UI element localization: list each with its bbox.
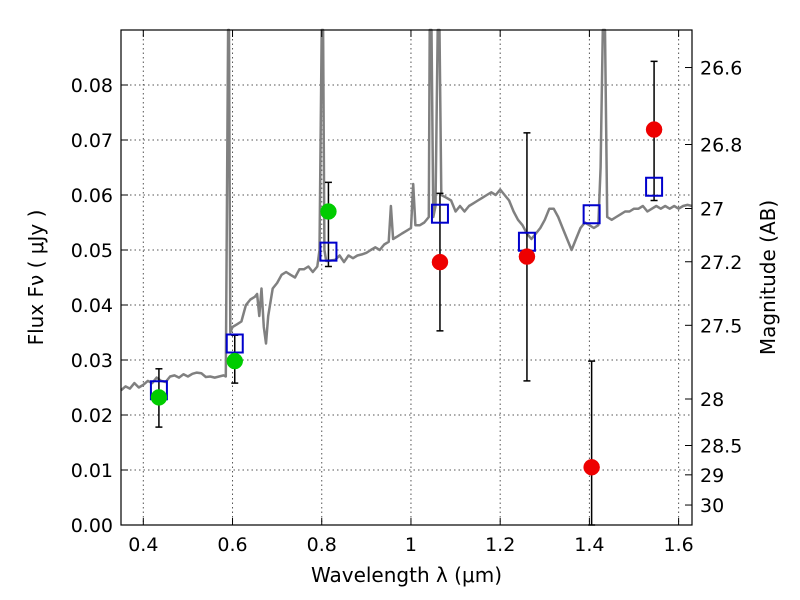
observed-point: [150, 389, 168, 406]
y-tick-label: 0.04: [71, 295, 113, 317]
right-tick-label: 30: [700, 495, 724, 517]
x-tick-label: 1.2: [485, 534, 515, 556]
y-tick-label: 0.08: [71, 75, 113, 97]
model-square: [645, 176, 664, 197]
y-tick-label: 0.06: [71, 185, 113, 207]
plot-frame: [120, 29, 693, 526]
x-tick-label: 0.6: [217, 534, 247, 556]
right-tick-label: 26.8: [700, 134, 742, 156]
y-axis-label: Flux Fν ( μJy ): [24, 210, 48, 346]
error-bars: [155, 60, 658, 526]
y-tick-label: 0.03: [71, 350, 113, 372]
right-tick-label: 26.6: [700, 58, 742, 80]
x-tick-label: 1.4: [574, 534, 604, 556]
observed-point: [518, 248, 536, 265]
spectrum-line: [120, 28, 693, 392]
model-square: [430, 203, 449, 224]
model-square: [319, 241, 338, 262]
y-tick-label: 0.00: [71, 515, 113, 537]
grid-lines: [121, 30, 692, 525]
observed-point: [583, 459, 600, 476]
observed-point: [645, 121, 663, 138]
right-tick-label: 28.5: [700, 436, 742, 458]
x-tick-label: 0.4: [128, 534, 158, 556]
y-tick-label: 0.01: [71, 460, 113, 482]
right-axis-label: Magnitude (AB): [756, 200, 780, 355]
right-tick-label: 27.5: [700, 315, 742, 337]
observed-point: [431, 253, 449, 271]
y-tick-label: 0.05: [71, 240, 113, 262]
model-spectrum: [120, 28, 693, 392]
model-square: [225, 333, 244, 354]
right-tick-label: 27: [700, 199, 724, 221]
y-tick-label: 0.02: [71, 405, 113, 427]
x-tick-label: 0.8: [307, 534, 337, 556]
model-square: [582, 204, 601, 225]
observed-point: [320, 203, 337, 220]
right-tick-label: 28: [700, 389, 724, 411]
observed-photometry-points: [150, 121, 663, 476]
x-tick-label: 1: [405, 534, 417, 556]
right-tick-label: 29: [700, 465, 724, 487]
x-axis-label: Wavelength λ (μm): [311, 563, 502, 587]
observed-point: [226, 352, 244, 370]
y-tick-label: 0.07: [71, 130, 113, 152]
axis-ticks: 0.4 0.6 0.8 1 1.2 1.4 1.6 0.00 0.01 0.02 0.03 0.04 0…: [71, 30, 742, 556]
right-tick-label: 27.2: [700, 252, 742, 274]
x-tick-label: 1.6: [664, 534, 694, 556]
